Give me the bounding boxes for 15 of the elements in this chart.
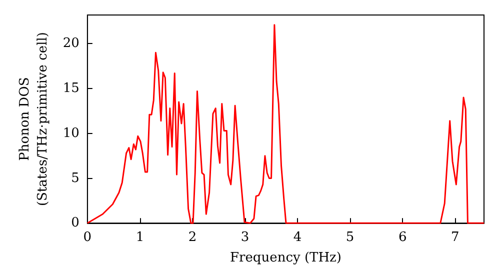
y-tick-label: 0 xyxy=(71,216,80,231)
x-tick-label: 0 xyxy=(83,230,92,246)
x-tick-label: 7 xyxy=(450,230,460,246)
x-axis-title: Frequency (THz) xyxy=(230,250,342,266)
x-tick-label: 3 xyxy=(240,230,250,246)
x-tick-label: 6 xyxy=(398,230,407,246)
y-tick-label: 20 xyxy=(62,36,80,52)
y-tick-label: 15 xyxy=(62,81,80,96)
x-tick-label: 1 xyxy=(136,230,144,246)
y-tick-label: 10 xyxy=(62,126,80,141)
x-tick-label: 5 xyxy=(346,230,354,246)
x-tick-label: 4 xyxy=(293,230,302,246)
y-tick-label: 5 xyxy=(71,170,80,186)
y-axis-title: Phonon DOS (States/THz·primitive cell) xyxy=(18,32,50,206)
x-tick-label: 2 xyxy=(188,230,197,246)
